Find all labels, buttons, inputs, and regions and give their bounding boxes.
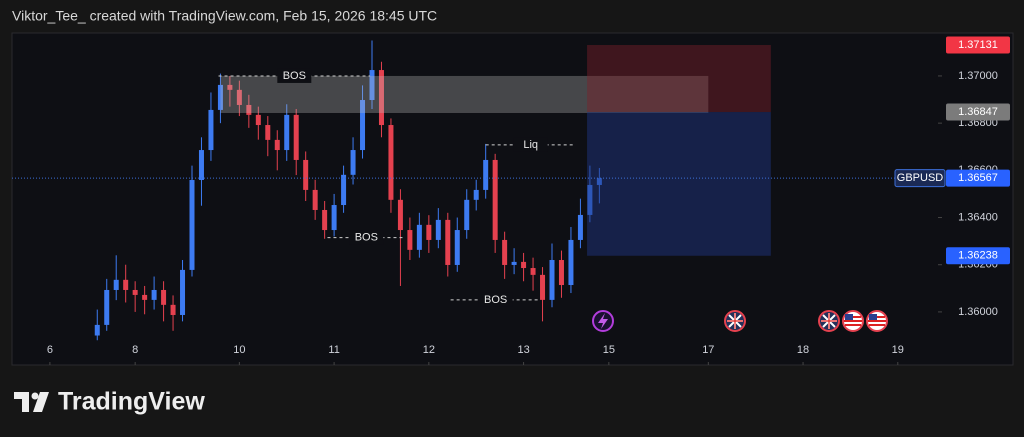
y-tick-label: 1.36000 — [958, 306, 998, 318]
candle-body — [540, 274, 546, 300]
x-tick-label: 12 — [423, 344, 435, 356]
candle-body — [151, 289, 157, 300]
candle-body — [558, 260, 564, 286]
candle-body — [293, 114, 299, 160]
x-tick-label: 6 — [47, 344, 53, 356]
candle-body — [198, 150, 204, 181]
candle-body — [530, 268, 536, 275]
annotation-label: Liq — [523, 139, 538, 151]
plot-area: 1.360001.362001.364001.366001.368001.370… — [12, 36, 1010, 365]
annotation-bg — [513, 137, 548, 152]
candle-body — [483, 159, 489, 190]
y-tick-label: 1.37000 — [958, 70, 998, 82]
zone — [587, 112, 771, 256]
candle-body — [142, 294, 148, 300]
x-tick-label: 13 — [517, 344, 529, 356]
candle-body — [549, 260, 555, 300]
candle-body — [189, 180, 195, 270]
price-tag — [946, 247, 1010, 265]
annotation-label: BOS — [283, 70, 306, 82]
candle-body — [502, 239, 508, 265]
candle-body — [577, 214, 583, 240]
candle-body — [378, 70, 384, 126]
symbol-tag — [894, 169, 946, 188]
candle-body — [236, 89, 242, 105]
candle-body — [397, 199, 403, 231]
candle-body — [426, 224, 432, 240]
candle-body — [521, 261, 527, 269]
x-tick-label: 18 — [797, 344, 809, 356]
candle-body — [274, 139, 280, 151]
candle-body — [227, 84, 233, 90]
candle-body — [407, 230, 413, 250]
candle-body — [312, 189, 318, 210]
price-tag — [946, 103, 1010, 121]
candle-body — [123, 279, 129, 290]
zone — [587, 45, 771, 113]
candle-body — [388, 125, 394, 200]
candle-body — [246, 104, 252, 115]
annotation-label: BOS — [484, 294, 507, 306]
candle-body — [284, 114, 290, 151]
candle-body — [473, 189, 479, 200]
price-tag — [946, 36, 1010, 54]
candle-body — [180, 269, 186, 315]
chart-panel — [11, 32, 1014, 366]
brand-name: TradingView — [58, 388, 205, 416]
x-tick-label: 8 — [132, 344, 138, 356]
candle-body — [511, 261, 517, 265]
candle-body — [161, 289, 167, 305]
candle-body — [341, 174, 347, 206]
event-icon — [724, 310, 746, 332]
event-icon — [842, 310, 864, 332]
x-tick-label: 10 — [233, 344, 245, 356]
candle-body — [113, 279, 119, 290]
candle-body — [360, 100, 366, 151]
price-tag-label: 1.36847 — [958, 106, 998, 118]
candle-body — [208, 109, 214, 151]
annotation-label: BOS — [355, 231, 378, 243]
candle-body — [416, 224, 422, 250]
event-icon — [598, 313, 608, 329]
price-tag-label: 1.36238 — [958, 250, 998, 262]
price-tag — [946, 169, 1010, 187]
candle-body — [217, 84, 223, 110]
annotation-bg — [277, 68, 312, 83]
brand-logo — [14, 392, 49, 412]
x-tick-label: 19 — [892, 344, 904, 356]
candle-body — [454, 230, 460, 265]
y-tick-label: 1.36400 — [958, 211, 998, 223]
y-tick-label: 1.36800 — [958, 117, 998, 129]
candle-body — [492, 159, 498, 240]
price-tag-label: 1.37131 — [958, 39, 998, 51]
candle-body — [350, 150, 356, 175]
candle-body — [170, 304, 176, 315]
x-tick-label: 15 — [603, 344, 615, 356]
candle-body — [132, 289, 138, 295]
candle-body — [435, 219, 441, 240]
candle-body — [464, 199, 470, 231]
candle-body — [322, 209, 328, 231]
candle-body — [104, 289, 110, 325]
symbol-label: GBPUSD — [897, 172, 944, 184]
header: Viktor_Tee_ created with TradingView.com… — [12, 8, 437, 24]
event-icon — [866, 310, 888, 332]
annotation-bg — [478, 292, 513, 307]
event-icons — [592, 310, 888, 332]
candle-body — [331, 205, 337, 231]
candle-body — [255, 114, 261, 126]
event-icon — [818, 310, 840, 332]
candle-body — [265, 125, 271, 140]
candle-body — [568, 239, 574, 286]
x-tick-label: 17 — [702, 344, 714, 356]
annotation-bg — [349, 230, 384, 245]
candle-body — [303, 159, 309, 190]
candle-body — [369, 70, 375, 101]
price-tag-label: 1.36567 — [958, 172, 998, 184]
candle-body — [94, 324, 100, 336]
candle-body — [445, 219, 451, 265]
x-tick-label: 11 — [328, 344, 339, 356]
